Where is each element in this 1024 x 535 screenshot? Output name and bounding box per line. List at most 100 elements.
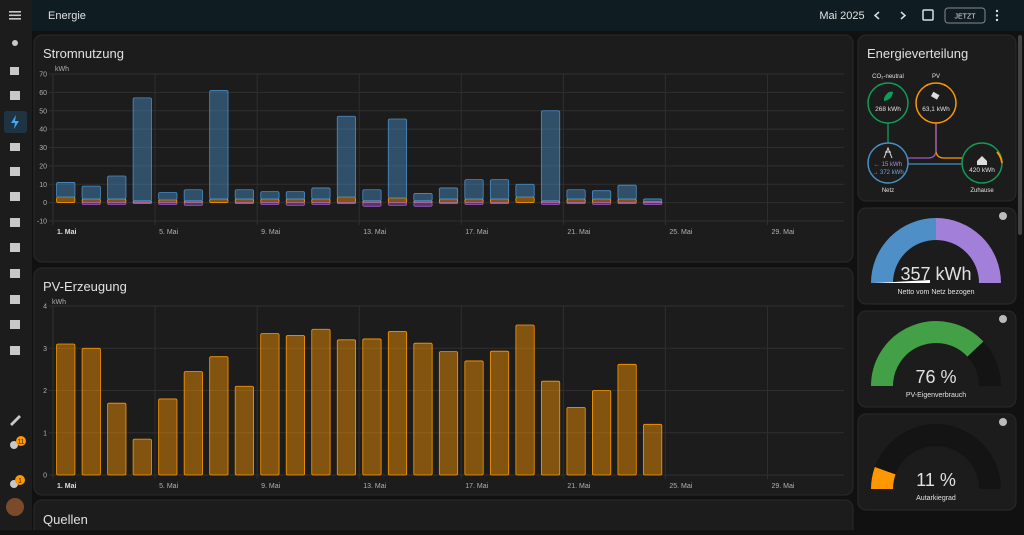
bar: [566, 406, 586, 476]
bar: [336, 339, 357, 476]
node-value: → 372 kWh: [872, 170, 903, 176]
x-tick-label: 13. Mai: [363, 229, 386, 236]
info-icon[interactable]: [999, 315, 1007, 323]
prev-button[interactable]: [873, 11, 880, 20]
nav-icon[interactable]: [10, 269, 20, 278]
y-tick-label: 20: [39, 163, 47, 170]
menu-icon[interactable]: [9, 18, 21, 20]
nav-icon[interactable]: [10, 415, 21, 426]
gauge-name: Netto vom Netz bezogen: [897, 289, 974, 296]
bar: [438, 202, 459, 204]
top-bar: [32, 0, 1024, 31]
bar: [234, 189, 254, 200]
bar: [81, 185, 101, 200]
gauge-track: [871, 424, 1001, 490]
bar: [540, 202, 561, 205]
bar: [209, 90, 229, 200]
nav-icon[interactable]: [10, 295, 20, 304]
node-value: 268 kWh: [875, 106, 901, 113]
bar: [438, 198, 459, 204]
bar: [336, 196, 357, 204]
bar: [515, 183, 535, 198]
bar: [56, 196, 76, 204]
info-icon[interactable]: [999, 212, 1007, 220]
bar: [592, 390, 612, 476]
nav-icon[interactable]: [10, 243, 20, 252]
y-tick-label: 40: [39, 127, 47, 134]
nav-icon[interactable]: [11, 115, 19, 129]
bar: [81, 198, 101, 204]
x-tick-label: 17. Mai: [465, 483, 488, 490]
bar: [81, 347, 101, 476]
bar: [234, 202, 254, 204]
x-tick-label: 1. Mai: [57, 483, 77, 490]
bar: [132, 97, 152, 202]
bar: [387, 197, 408, 204]
y-tick-label: 10: [39, 182, 47, 189]
nav-icon[interactable]: [10, 67, 19, 75]
bar: [336, 115, 357, 198]
home-node-segment: [996, 151, 1003, 164]
x-tick-label: 17. Mai: [465, 229, 488, 236]
settings-icon[interactable]: [10, 441, 18, 449]
x-tick-label: 25. Mai: [669, 483, 692, 490]
now-button[interactable]: [944, 7, 986, 24]
node-label: Netz: [882, 188, 894, 194]
nav-icon[interactable]: [10, 143, 20, 151]
nav-icon[interactable]: [10, 192, 20, 201]
bar: [592, 202, 612, 205]
bar: [158, 199, 178, 204]
nav-icon[interactable]: [10, 167, 20, 176]
bar: [56, 343, 76, 476]
x-tick-label: 21. Mai: [567, 229, 590, 236]
y-tick-label: 2: [43, 388, 47, 395]
gauge-label: 76 %: [915, 367, 956, 387]
bar: [336, 202, 357, 204]
bar: [592, 198, 612, 204]
info-icon[interactable]: [999, 418, 1007, 426]
bar: [158, 202, 178, 205]
leaf-icon: [884, 91, 893, 101]
y-tick-label: 3: [43, 346, 47, 353]
badge-text: 1: [18, 479, 22, 485]
node-label: Zuhause: [970, 188, 994, 194]
nav-icon[interactable]: [10, 218, 20, 227]
gauge-value: [871, 466, 896, 490]
bar: [234, 385, 254, 476]
x-tick-label: 29. Mai: [771, 483, 794, 490]
bar: [617, 198, 637, 204]
bar: [260, 333, 280, 476]
calendar-button[interactable]: [922, 9, 934, 21]
card: [33, 267, 854, 496]
bar: [260, 191, 280, 200]
menu-icon[interactable]: [9, 14, 21, 17]
sidebar: [0, 0, 32, 530]
bar: [132, 202, 152, 204]
x-tick-label: 29. Mai: [771, 229, 794, 236]
node-label: PV: [932, 74, 940, 80]
pylon-icon: [883, 146, 893, 159]
bar: [464, 202, 484, 205]
bar: [285, 191, 305, 200]
nav-icon[interactable]: [10, 346, 20, 355]
co2-node: [867, 82, 909, 124]
gauge-name: PV-Eigenverbrauch: [906, 392, 966, 399]
next-button[interactable]: [900, 11, 907, 20]
bar: [362, 338, 382, 476]
nav-icon[interactable]: [10, 320, 20, 329]
menu-icon[interactable]: [9, 11, 21, 13]
node-value: ← 15 kWh: [874, 162, 902, 168]
nav-icon[interactable]: [12, 40, 18, 46]
bar: [566, 189, 586, 200]
nav-icon[interactable]: [10, 91, 20, 100]
bar: [438, 351, 459, 476]
gauge-name: Autarkiegrad: [916, 495, 956, 502]
more-button[interactable]: [995, 9, 999, 22]
gauge-label: 357 kWh: [900, 264, 971, 284]
y-tick-label: 30: [39, 145, 47, 152]
bar: [617, 184, 637, 200]
avatar[interactable]: [6, 498, 24, 516]
y-tick-label: 60: [39, 90, 47, 97]
bar: [540, 110, 561, 202]
bar: [387, 118, 408, 199]
